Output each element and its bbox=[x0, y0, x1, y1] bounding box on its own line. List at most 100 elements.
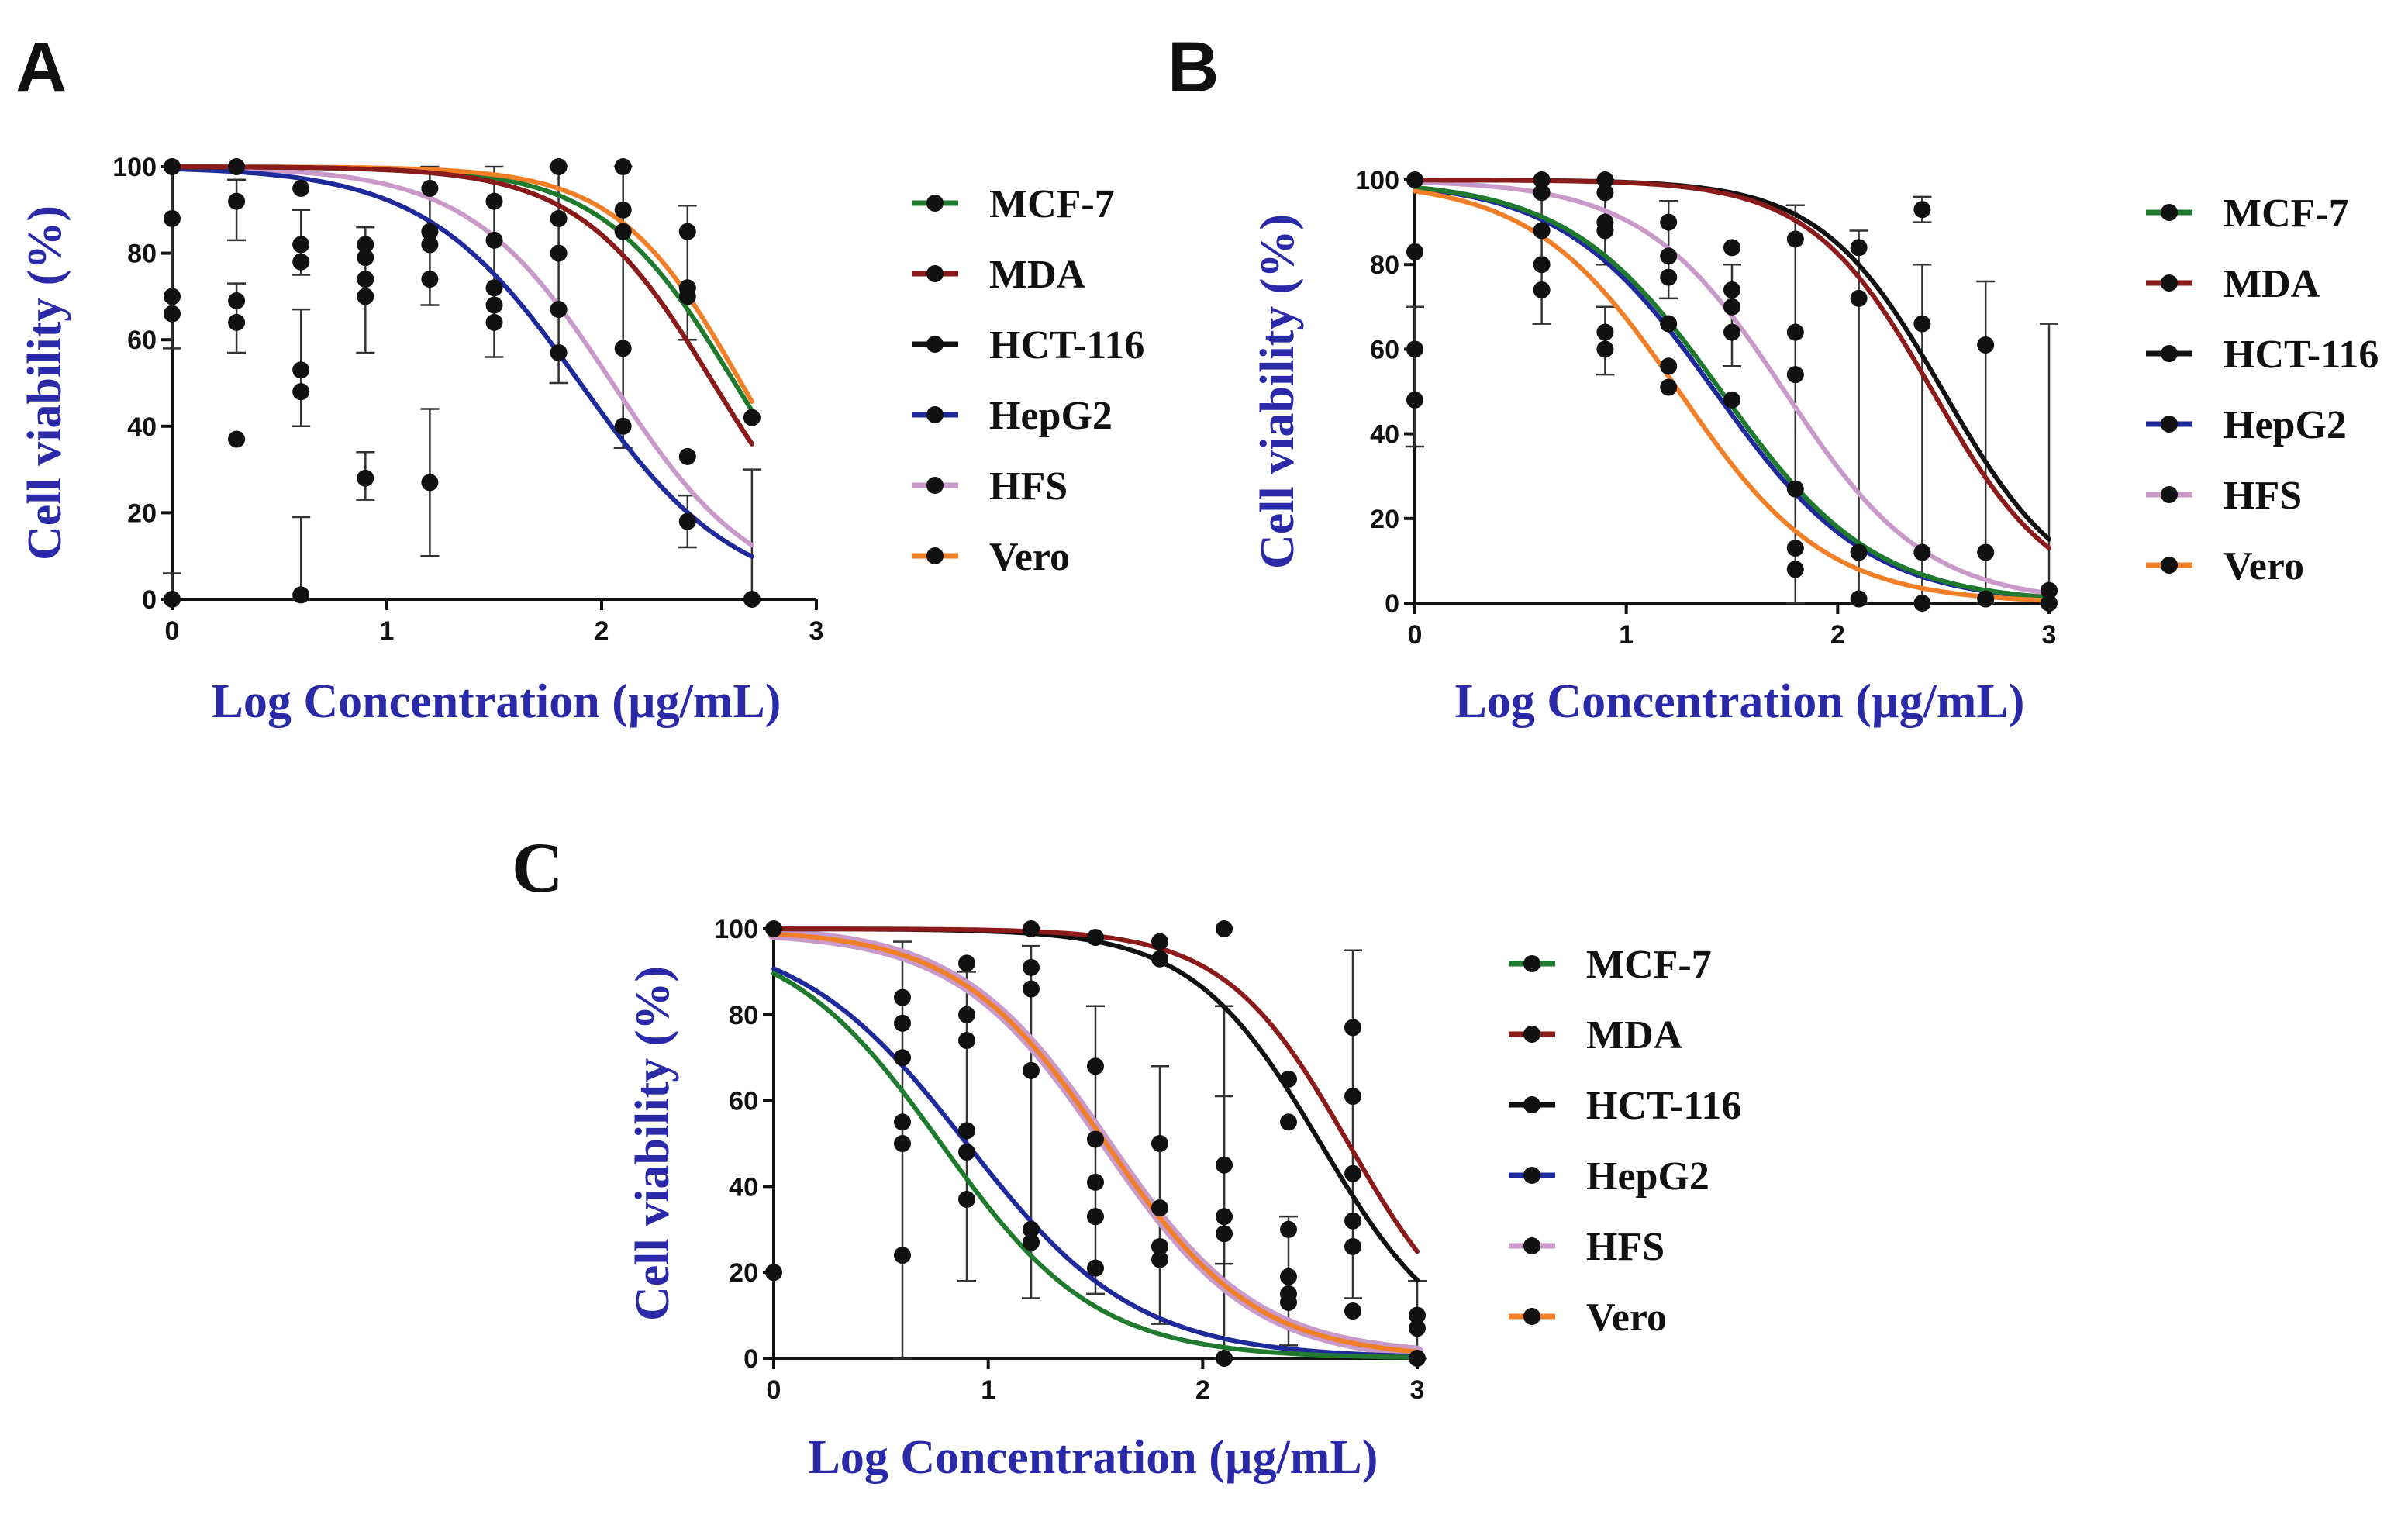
fit-curve-hfs bbox=[170, 165, 754, 548]
data-point bbox=[958, 1122, 975, 1140]
data-point bbox=[743, 591, 761, 608]
data-point bbox=[1023, 1061, 1040, 1079]
x-tick-label: 0 bbox=[767, 1375, 781, 1405]
data-point bbox=[485, 231, 503, 249]
data-point bbox=[1723, 239, 1740, 257]
data-point bbox=[1596, 222, 1614, 240]
data-point bbox=[1023, 1220, 1040, 1238]
data-point bbox=[164, 209, 181, 227]
legend-marker bbox=[926, 265, 944, 282]
data-point bbox=[1786, 480, 1804, 498]
data-point bbox=[228, 292, 246, 309]
data-point bbox=[1533, 281, 1551, 298]
data-point bbox=[1723, 281, 1740, 298]
data-point bbox=[1913, 543, 1931, 561]
x-axis-title: Log Concentration (µg/mL) bbox=[809, 1431, 1378, 1484]
x-tick-label: 3 bbox=[809, 616, 824, 646]
data-point bbox=[1409, 1350, 1426, 1367]
data-point bbox=[1216, 1225, 1233, 1243]
legend-label: HCT-116 bbox=[2223, 333, 2379, 377]
fit-curve-hfs bbox=[1413, 179, 2051, 596]
fit-curve-mda bbox=[170, 164, 754, 447]
data-point bbox=[1344, 1164, 1361, 1182]
y-axis-title: Cell viability (%) bbox=[19, 205, 71, 561]
x-axis-title: Log Concentration (µg/mL) bbox=[212, 675, 781, 728]
y-axis-title: Cell viability (%) bbox=[626, 966, 679, 1321]
data-point bbox=[164, 158, 181, 175]
x-tick-label: 1 bbox=[981, 1375, 995, 1405]
data-point bbox=[550, 244, 568, 262]
data-point bbox=[1533, 256, 1551, 274]
data-point bbox=[485, 192, 503, 210]
data-point bbox=[292, 179, 310, 197]
y-tick-label: 100 bbox=[714, 915, 758, 944]
data-point bbox=[1977, 336, 1995, 354]
data-point bbox=[1596, 184, 1614, 202]
chart-panel-a: 0 20 40 60 80 100 0 1 2 3 Cell viability (%) Log Co… bbox=[19, 153, 1144, 728]
data-point bbox=[1151, 1251, 1168, 1268]
data-point bbox=[1660, 378, 1678, 396]
data-point bbox=[357, 469, 374, 487]
data-point bbox=[1913, 315, 1931, 333]
data-point bbox=[1850, 590, 1868, 608]
y-tick-label: 20 bbox=[127, 499, 157, 528]
data-point bbox=[1533, 222, 1551, 240]
data-point bbox=[894, 988, 911, 1006]
data-point bbox=[614, 340, 632, 357]
x-tick-label: 3 bbox=[2042, 620, 2057, 650]
legend-marker bbox=[2161, 345, 2178, 362]
x-axis-title: Log Concentration (µg/mL) bbox=[1455, 675, 2025, 728]
data-point bbox=[164, 591, 181, 608]
data-point bbox=[1151, 933, 1168, 950]
data-point bbox=[1280, 1113, 1297, 1131]
legend-label: MCF-7 bbox=[1586, 943, 1712, 987]
data-point bbox=[228, 158, 246, 175]
fit-curve-mcf-7 bbox=[771, 971, 1420, 1360]
x-tick-label: 1 bbox=[380, 616, 395, 646]
data-point bbox=[485, 279, 503, 297]
data-point bbox=[2041, 581, 2058, 599]
panel-label-b: B bbox=[1168, 28, 1219, 107]
legend-marker bbox=[1523, 1237, 1540, 1254]
data-point bbox=[421, 223, 439, 240]
y-tick-label: 80 bbox=[127, 240, 157, 269]
data-point bbox=[550, 158, 568, 175]
data-point bbox=[958, 1006, 975, 1023]
x-tick-label: 2 bbox=[1830, 620, 1845, 650]
data-point bbox=[678, 223, 696, 240]
data-point bbox=[164, 305, 181, 323]
data-point bbox=[1596, 323, 1614, 341]
data-point bbox=[550, 209, 568, 227]
data-point bbox=[292, 383, 310, 401]
legend-marker bbox=[926, 336, 944, 353]
data-point bbox=[1151, 1237, 1168, 1255]
data-point bbox=[1406, 171, 1423, 188]
data-point bbox=[1023, 980, 1040, 998]
data-point bbox=[1023, 1233, 1040, 1251]
data-point bbox=[292, 361, 310, 379]
data-point bbox=[421, 271, 439, 288]
fit-curve-mda bbox=[1413, 178, 2051, 550]
data-point bbox=[743, 409, 761, 426]
data-point bbox=[614, 201, 632, 219]
data-point bbox=[1786, 366, 1804, 384]
legend-label: Vero bbox=[2223, 544, 2304, 588]
y-tick-label: 40 bbox=[127, 412, 157, 442]
legend-label: Vero bbox=[1586, 1295, 1667, 1340]
data-point bbox=[228, 313, 246, 331]
data-point bbox=[421, 236, 439, 254]
x-tick-label: 2 bbox=[1195, 1375, 1210, 1405]
data-point bbox=[485, 313, 503, 331]
data-point bbox=[894, 1049, 911, 1067]
panel-label-a: A bbox=[16, 28, 67, 107]
legend-label: MDA bbox=[989, 253, 1086, 297]
data-point bbox=[1216, 1156, 1233, 1174]
data-point bbox=[1344, 1302, 1361, 1320]
data-point bbox=[1660, 247, 1678, 265]
data-point bbox=[614, 417, 632, 435]
chart-panel-b: 0 20 40 60 80 100 0 1 2 3 Cell viability (%) Log Co… bbox=[1251, 166, 2379, 728]
data-point bbox=[1533, 184, 1551, 202]
data-point bbox=[1660, 315, 1678, 333]
y-axis-title: Cell viability (%) bbox=[1251, 214, 1304, 569]
